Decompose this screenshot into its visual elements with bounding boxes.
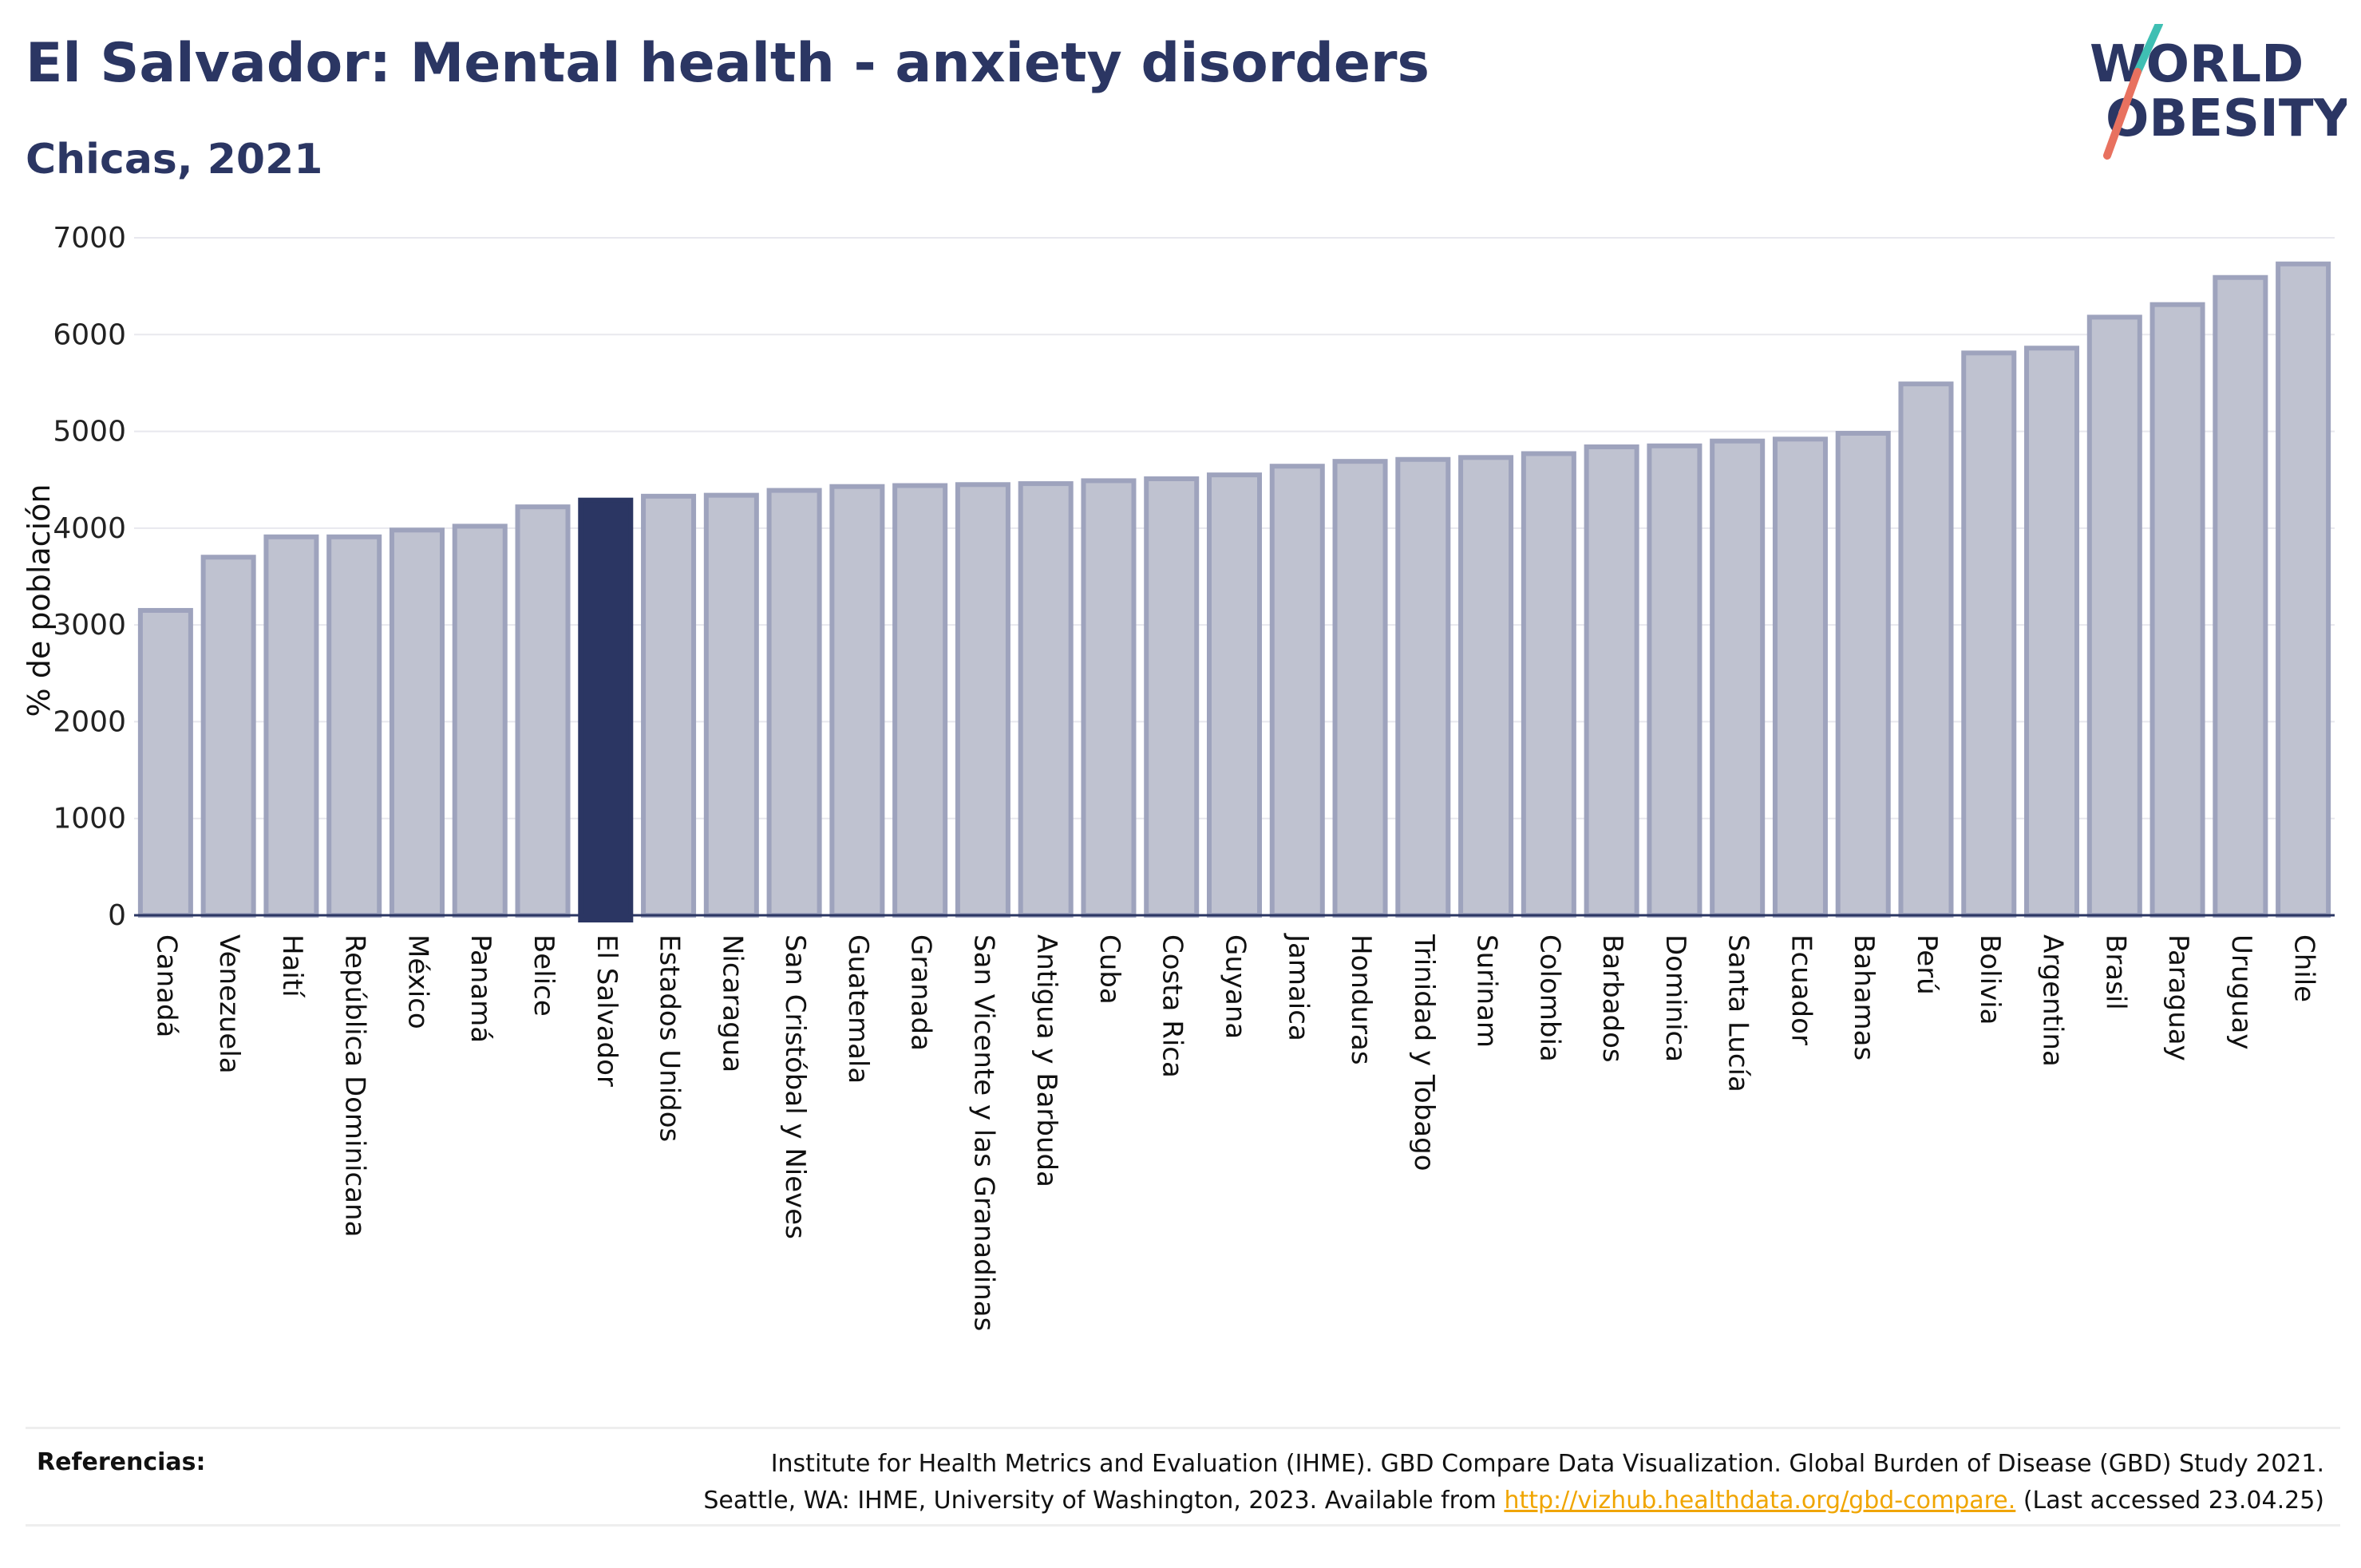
bar xyxy=(1584,444,1639,918)
footer-divider-top xyxy=(26,1427,2340,1429)
x-tick-label: Santa Lucía xyxy=(1722,934,1754,1092)
y-tick-label: 4000 xyxy=(53,512,126,545)
x-tick-label: Nicaragua xyxy=(716,934,748,1072)
bar xyxy=(2213,274,2268,918)
x-tick-label: El Salvador xyxy=(591,934,623,1087)
x-tick-label: Bahamas xyxy=(1848,934,1880,1060)
bar xyxy=(766,488,822,918)
bar xyxy=(703,492,759,918)
x-tick-label: Trinidad y Tobago xyxy=(1408,934,1440,1171)
x-tick-label: México xyxy=(401,934,433,1029)
x-tick-label: Cuba xyxy=(1093,934,1125,1005)
world-obesity-logo: WORLD OBESITY xyxy=(2090,24,2347,160)
bar xyxy=(200,555,256,918)
x-tick-label: Barbados xyxy=(1596,934,1628,1063)
y-tick-label: 0 xyxy=(108,899,126,932)
y-tick-label: 3000 xyxy=(53,609,126,642)
bar xyxy=(1710,438,1766,918)
bar xyxy=(2086,314,2142,918)
x-tick-label: Estados Unidos xyxy=(654,934,686,1142)
bar xyxy=(263,534,319,918)
bar xyxy=(955,482,1010,918)
x-tick-label: San Cristóbal y Nieves xyxy=(779,934,811,1239)
bars xyxy=(137,261,2331,922)
bar xyxy=(1961,350,2017,918)
footer-divider-bottom xyxy=(26,1524,2340,1527)
x-tick-label: Perú xyxy=(1911,934,1943,995)
y-tick-label: 6000 xyxy=(53,318,126,351)
x-tick-label: Colombia xyxy=(1533,934,1565,1062)
x-tick-label: Antigua y Barbuda xyxy=(1030,934,1062,1187)
bar xyxy=(1395,456,1451,918)
chart-subtitle: Chicas, 2021 xyxy=(26,136,323,184)
x-tick-label: Argentina xyxy=(2037,934,2069,1067)
bar xyxy=(1521,451,1576,918)
bar xyxy=(452,523,508,918)
x-tick-label: Venezuela xyxy=(213,934,245,1074)
references-link[interactable]: http://vizhub.healthdata.org/gbd-compare… xyxy=(1504,1487,2016,1515)
y-tick-label: 2000 xyxy=(53,705,126,738)
x-tick-label: Brasil xyxy=(2099,934,2131,1010)
bar xyxy=(2024,346,2080,918)
bar xyxy=(137,607,193,918)
bar xyxy=(1269,464,1325,918)
logo-word-obesity: OBESITY xyxy=(2106,89,2347,148)
x-tick-label: República Dominicana xyxy=(339,934,371,1237)
x-tick-label: Canadá xyxy=(150,934,182,1037)
references-text: Institute for Health Metrics and Evaluat… xyxy=(488,1446,2324,1519)
logo-slash-coral xyxy=(2103,68,2142,160)
x-tick-label: Ecuador xyxy=(1785,934,1817,1045)
y-tick-label: 5000 xyxy=(53,416,126,448)
y-tick-label: 1000 xyxy=(53,803,126,835)
x-tick-label: Costa Rica xyxy=(1157,934,1188,1078)
bar-chart: 0 1000 2000 3000 4000 5000 6000 7000 % de pobla… xyxy=(22,222,2335,1331)
y-axis-label: % de población xyxy=(22,484,57,717)
bar xyxy=(515,504,571,918)
x-tick-label: Granada xyxy=(905,934,937,1051)
bar xyxy=(1835,430,1891,918)
bar xyxy=(1206,472,1263,918)
bar xyxy=(1081,478,1137,918)
x-tick-label: Jamaica xyxy=(1282,933,1314,1041)
bar xyxy=(389,527,445,918)
bar xyxy=(1144,476,1200,918)
x-tick-label: Uruguay xyxy=(2225,934,2257,1050)
bar xyxy=(2149,302,2205,918)
logo-slash-teal xyxy=(2134,24,2163,76)
bar xyxy=(1772,436,1828,918)
bar xyxy=(2276,261,2331,918)
bar xyxy=(1332,459,1388,918)
x-tick-label: Chile xyxy=(2288,934,2320,1002)
references-label: Referencias: xyxy=(37,1448,206,1476)
bar xyxy=(326,534,382,918)
chart-title: El Salvador: Mental health - anxiety dis… xyxy=(26,32,1430,95)
references-line-1: Institute for Health Metrics and Evaluat… xyxy=(770,1450,2324,1478)
y-tick-label: 7000 xyxy=(53,222,126,255)
bar-highlight xyxy=(578,497,634,922)
x-tick-label: Panamá xyxy=(465,934,496,1043)
bar xyxy=(1018,481,1074,918)
x-tick-label: Honduras xyxy=(1345,934,1377,1065)
x-tick-label: Bolivia xyxy=(1974,934,2006,1025)
x-axis-labels: Canadá Venezuela Haití República Dominicana… xyxy=(150,933,2319,1331)
x-tick-label: Paraguay xyxy=(2162,934,2194,1061)
bar xyxy=(1458,455,1514,918)
bar xyxy=(641,493,697,918)
references-line-2-prefix: Seattle, WA: IHME, University of Washing… xyxy=(703,1487,1505,1515)
x-tick-label: Dominica xyxy=(1659,934,1691,1062)
x-tick-label: Surinam xyxy=(1471,934,1503,1048)
references-line-2: Seattle, WA: IHME, University of Washing… xyxy=(488,1483,2324,1519)
x-tick-label: Haití xyxy=(276,934,308,998)
y-axis-ticks: 0 1000 2000 3000 4000 5000 6000 7000 xyxy=(53,222,126,932)
bar xyxy=(1898,381,1954,918)
bar xyxy=(1647,443,1703,918)
x-tick-label: Guatemala xyxy=(842,934,874,1084)
x-tick-label: Guyana xyxy=(1220,934,1252,1039)
bar xyxy=(829,484,885,918)
bar xyxy=(892,483,948,918)
references-line-2-suffix: (Last accessed 23.04.25) xyxy=(2015,1487,2324,1515)
logo-word-world: WORLD xyxy=(2090,35,2304,94)
x-tick-label: San Vicente y las Granadinas xyxy=(967,934,999,1331)
x-tick-label: Belice xyxy=(528,934,560,1017)
